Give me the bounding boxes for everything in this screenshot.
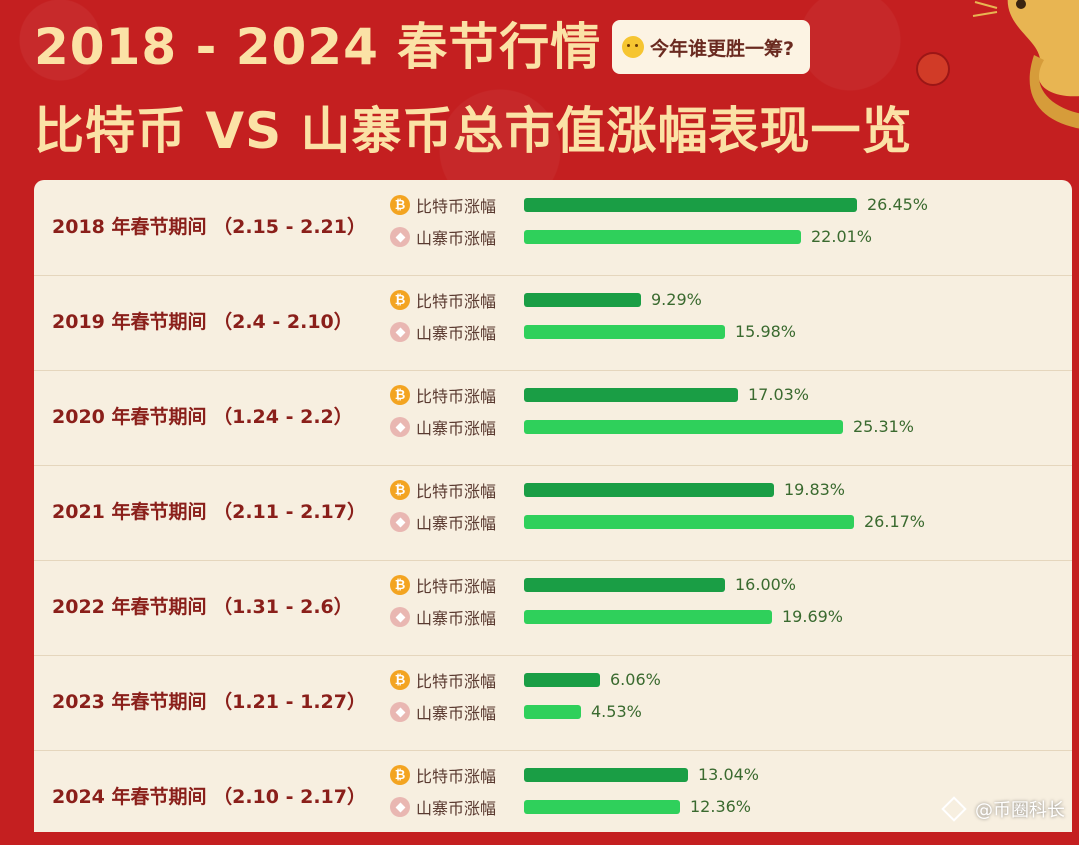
value-label: 26.45% (867, 195, 929, 214)
legend-label: 比特币涨幅 (416, 767, 497, 786)
value-label: 26.17% (864, 512, 926, 531)
btc-legend: ₿ 比特币涨幅 (390, 573, 496, 597)
value-label: 12.36% (690, 797, 752, 816)
legend-label: 山寨币涨幅 (416, 799, 497, 818)
bitcoin-icon: ₿ (390, 385, 410, 405)
thinking-face-icon (622, 36, 644, 58)
period-label: 2018 年春节期间 （2.15 - 2.21） (52, 216, 366, 238)
altcoin-icon (390, 512, 410, 532)
btc-legend: ₿ 比特币涨幅 (390, 668, 496, 692)
alt-bar (524, 420, 843, 434)
value-label: 17.03% (748, 385, 810, 404)
legend-label: 比特币涨幅 (416, 482, 497, 501)
period-label: 2020 年春节期间 （1.24 - 2.2） (52, 406, 353, 428)
alt-legend: 山寨币涨幅 (390, 415, 496, 439)
bitcoin-icon: ₿ (390, 765, 410, 785)
altcoin-icon (390, 607, 410, 627)
legend-label: 山寨币涨幅 (416, 229, 497, 248)
legend-label: 山寨币涨幅 (416, 324, 497, 343)
btc-legend: ₿ 比特币涨幅 (390, 763, 496, 787)
altcoin-icon (390, 702, 410, 722)
value-label: 6.06% (610, 670, 661, 689)
bitcoin-icon: ₿ (390, 575, 410, 595)
period-label: 2022 年春节期间 （1.31 - 2.6） (52, 596, 353, 618)
chart-card: 2018 年春节期间 （2.15 - 2.21） ₿ 比特币涨幅 26.45% 山寨币涨… (34, 180, 1072, 832)
title-line-2: 比特币 VS 山寨币总市值涨幅表现一览 (34, 102, 913, 160)
bitcoin-icon: ₿ (390, 195, 410, 215)
altcoin-icon (390, 417, 410, 437)
value-label: 4.53% (591, 702, 642, 721)
alt-legend: 山寨币涨幅 (390, 795, 496, 819)
altcoin-icon (390, 322, 410, 342)
value-label: 19.69% (782, 607, 844, 626)
btc-legend: ₿ 比特币涨幅 (390, 193, 496, 217)
diamond-logo-icon (941, 796, 967, 822)
snake-decoration-icon (972, 0, 1079, 129)
coin-decoration-icon (916, 52, 950, 86)
legend-label: 比特币涨幅 (416, 387, 497, 406)
legend-label: 山寨币涨幅 (416, 609, 497, 628)
btc-legend: ₿ 比特币涨幅 (390, 478, 496, 502)
alt-legend: 山寨币涨幅 (390, 510, 496, 534)
value-label: 9.29% (651, 290, 702, 309)
legend-label: 比特币涨幅 (416, 577, 497, 596)
btc-bar (524, 198, 857, 212)
value-label: 19.83% (784, 480, 846, 499)
watermark-text: @币圈科长 (975, 800, 1065, 821)
legend-label: 山寨币涨幅 (416, 704, 497, 723)
alt-legend: 山寨币涨幅 (390, 225, 496, 249)
question-text: 今年谁更胜一筹? (650, 37, 795, 60)
legend-label: 比特币涨幅 (416, 672, 497, 691)
legend-label: 山寨币涨幅 (416, 514, 497, 533)
question-badge: 今年谁更胜一筹? (612, 20, 811, 74)
legend-label: 比特币涨幅 (416, 197, 497, 216)
watermark: @币圈科长 (941, 796, 1065, 822)
period-label: 2021 年春节期间 （2.11 - 2.17） (52, 501, 366, 523)
alt-bar (524, 325, 725, 339)
legend-label: 山寨币涨幅 (416, 419, 497, 438)
period-label: 2024 年春节期间 （2.10 - 2.17） (52, 786, 366, 808)
chart-row: 2018 年春节期间 （2.15 - 2.21） ₿ 比特币涨幅 26.45% 山寨币涨… (34, 180, 1072, 276)
alt-bar (524, 610, 772, 624)
alt-legend: 山寨币涨幅 (390, 605, 496, 629)
btc-bar (524, 293, 641, 307)
value-label: 13.04% (698, 765, 760, 784)
legend-label: 比特币涨幅 (416, 292, 497, 311)
value-label: 22.01% (811, 227, 873, 246)
period-label: 2023 年春节期间 （1.21 - 1.27） (52, 691, 366, 713)
alt-legend: 山寨币涨幅 (390, 700, 496, 724)
bitcoin-icon: ₿ (390, 670, 410, 690)
btc-legend: ₿ 比特币涨幅 (390, 383, 496, 407)
btc-bar (524, 578, 725, 592)
btc-bar (524, 673, 600, 687)
btc-bar (524, 388, 738, 402)
chart-row: 2021 年春节期间 （2.11 - 2.17） ₿ 比特币涨幅 19.83% 山寨币涨… (34, 465, 1072, 561)
btc-bar (524, 768, 688, 782)
bitcoin-icon: ₿ (390, 290, 410, 310)
altcoin-icon (390, 227, 410, 247)
value-label: 25.31% (853, 417, 915, 436)
alt-bar (524, 800, 680, 814)
value-label: 15.98% (735, 322, 797, 341)
chart-row: 2019 年春节期间 （2.4 - 2.10） ₿ 比特币涨幅 9.29% 山寨币涨幅 1… (34, 275, 1072, 371)
alt-bar (524, 705, 581, 719)
chart-row: 2024 年春节期间 （2.10 - 2.17） ₿ 比特币涨幅 13.04% 山寨币涨… (34, 750, 1072, 845)
btc-bar (524, 483, 774, 497)
value-label: 16.00% (735, 575, 797, 594)
btc-legend: ₿ 比特币涨幅 (390, 288, 496, 312)
bitcoin-icon: ₿ (390, 480, 410, 500)
altcoin-icon (390, 797, 410, 817)
chart-row: 2020 年春节期间 （1.24 - 2.2） ₿ 比特币涨幅 17.03% 山寨币涨幅… (34, 370, 1072, 466)
alt-bar (524, 515, 854, 529)
period-label: 2019 年春节期间 （2.4 - 2.10） (52, 311, 353, 333)
alt-legend: 山寨币涨幅 (390, 320, 496, 344)
chart-row: 2022 年春节期间 （1.31 - 2.6） ₿ 比特币涨幅 16.00% 山寨币涨幅… (34, 560, 1072, 656)
alt-bar (524, 230, 801, 244)
title-line-1: 2018 - 2024 春节行情 (34, 18, 602, 76)
chart-row: 2023 年春节期间 （1.21 - 1.27） ₿ 比特币涨幅 6.06% 山寨币涨幅… (34, 655, 1072, 751)
